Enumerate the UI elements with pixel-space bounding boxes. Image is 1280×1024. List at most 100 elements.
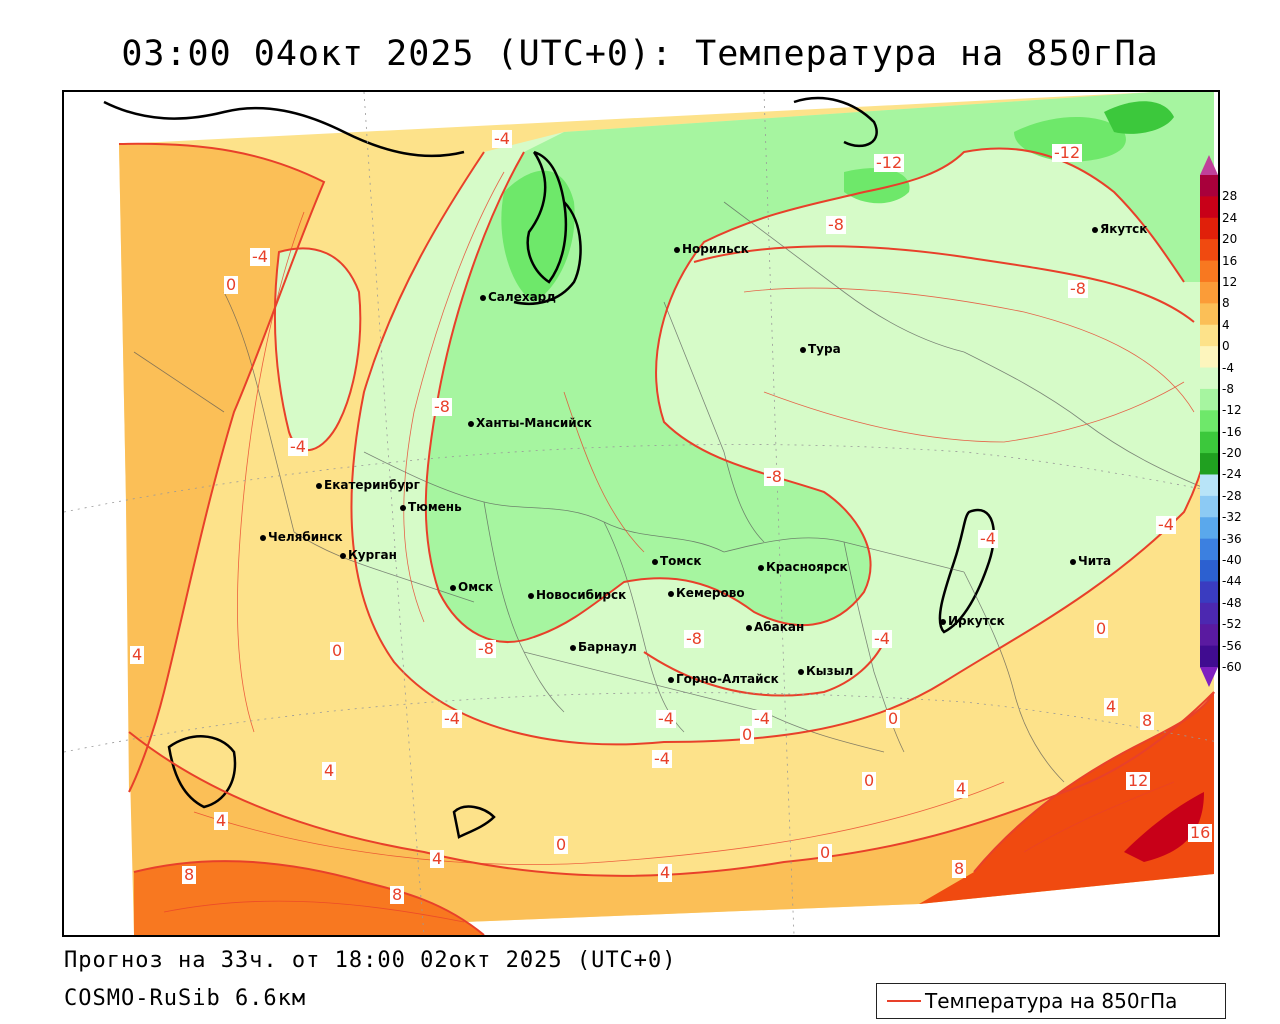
hot-core-southeast (1124, 792, 1204, 862)
city-marker: Екатеринбург (316, 478, 420, 492)
legend-line-swatch (887, 1000, 921, 1002)
aral-sea (167, 735, 237, 809)
contour-label: -8 (684, 629, 704, 648)
contour-label: -4 (872, 629, 892, 648)
contour-label: -4 (492, 129, 512, 148)
city-dot (746, 624, 752, 631)
contour-label: -4 (656, 709, 676, 728)
contour-label: -8 (1068, 279, 1088, 298)
colorbar-cell (1200, 453, 1218, 475)
city-name: Курган (348, 548, 397, 562)
colorbar-tick-label: -36 (1222, 531, 1242, 546)
contour-label: -8 (432, 397, 452, 416)
colorbar-cell (1200, 431, 1218, 454)
legend-label: Температура на 850гПа (925, 989, 1178, 1013)
cold-core-northeast-2 (1104, 101, 1174, 134)
contour-label: 4 (430, 849, 445, 868)
colorbar-tick-label: 20 (1222, 232, 1238, 247)
colorbar-cell (1200, 217, 1218, 240)
city-dot (1070, 558, 1076, 565)
city-marker: Горно-Алтайск (668, 672, 779, 686)
city-name: Красноярск (766, 560, 848, 574)
city-marker: Норильск (674, 242, 749, 256)
colorbar-tick-label: 0 (1222, 339, 1230, 354)
contour-label: 16 (1188, 823, 1213, 842)
colorbar-tick-label: -52 (1222, 617, 1242, 632)
city-dot (570, 644, 576, 651)
city-dot (652, 558, 658, 565)
model-name: COSMO-RuSib 6.6км (64, 986, 307, 1011)
colorbar-tick-label: 8 (1222, 296, 1230, 311)
colorbar-tick-label: -32 (1222, 510, 1242, 525)
colorbar-cell (1200, 624, 1218, 647)
contour-label: -4 (1156, 515, 1176, 534)
city-marker: Кызыл (798, 664, 853, 678)
colorbar-tick-label: 16 (1222, 253, 1238, 268)
contour-label: 0 (740, 725, 755, 744)
colorbar-tick-label: 4 (1222, 317, 1230, 332)
contour-label: 4 (322, 761, 337, 780)
colorbar-tick-label: -20 (1222, 446, 1242, 461)
city-dot (668, 590, 674, 597)
colorbar-tick-label: -44 (1222, 574, 1242, 589)
city-name: Кызыл (806, 664, 854, 678)
contour-label: -8 (826, 215, 846, 234)
city-dot (260, 534, 266, 541)
colorbar-tick-label: -8 (1222, 381, 1234, 396)
city-name: Барнаул (578, 640, 637, 654)
colorbar-cell (1200, 474, 1218, 497)
city-name: Якутск (1100, 222, 1148, 236)
city-name: Челябинск (268, 530, 343, 544)
city-marker: Абакан (746, 620, 804, 634)
contour-label: -12 (874, 153, 905, 172)
coastline-gydan (513, 201, 582, 306)
city-name: Чита (1078, 554, 1112, 568)
city-name: Норильск (682, 242, 749, 256)
warm-zone-west (119, 143, 324, 792)
colorbar-tick-label: -12 (1222, 403, 1242, 418)
city-marker: Якутск (1092, 222, 1147, 236)
contour-label: -4 (978, 529, 998, 548)
cold-zone-west-siberia (425, 92, 1214, 642)
city-dot (674, 246, 680, 253)
city-marker: Томск (652, 554, 702, 568)
colorbar-cell (1200, 538, 1218, 561)
colorbar-tick-label: -16 (1222, 424, 1242, 439)
contour-label: 0 (554, 835, 569, 854)
colorbar-top-arrow (1200, 155, 1218, 175)
city-name: Тюмень (408, 500, 462, 514)
colorbar-tick-label: -28 (1222, 488, 1242, 503)
colorbar-cell (1200, 495, 1218, 518)
colorbar-tick-label: 24 (1222, 210, 1238, 225)
contour-label: 0 (330, 641, 345, 660)
contour-label: 0 (886, 709, 901, 728)
cool-patch-urals (274, 248, 361, 451)
contour-label: 12 (1126, 771, 1151, 790)
temperature-contours-minor (163, 171, 1195, 923)
city-marker: Барнаул (570, 640, 637, 654)
city-name: Омск (458, 580, 494, 594)
colorbar-tick-label: -40 (1222, 553, 1242, 568)
colorbar-tick-label: -4 (1222, 360, 1234, 375)
city-dot (758, 564, 764, 571)
cold-core-far-northeast (1014, 117, 1126, 162)
contour-label: 4 (1104, 697, 1119, 716)
contour-label: 0 (818, 843, 833, 862)
city-dot (940, 618, 946, 625)
cool-patch-east-siberia (687, 246, 1196, 516)
city-dot (316, 482, 322, 489)
contour-label: 0 (1094, 619, 1109, 638)
contour-label: 4 (954, 779, 969, 798)
city-name: Екатеринбург (324, 478, 420, 492)
colorbar-cell (1200, 239, 1218, 262)
colorbar-cell (1200, 175, 1218, 197)
contour-label: -4 (752, 709, 772, 728)
forecast-info: Прогноз на 33ч. от 18:00 02окт 2025 (UTC… (64, 948, 677, 973)
colorbar-tick-label: -60 (1222, 660, 1242, 674)
colorbar-bottom-arrow (1200, 667, 1218, 687)
city-dot (798, 668, 804, 675)
colorbar-cell (1200, 410, 1218, 433)
city-name: Ханты-Мансийск (476, 416, 592, 430)
legend: Температура на 850гПа (876, 983, 1226, 1019)
contour-label: -4 (250, 247, 270, 266)
